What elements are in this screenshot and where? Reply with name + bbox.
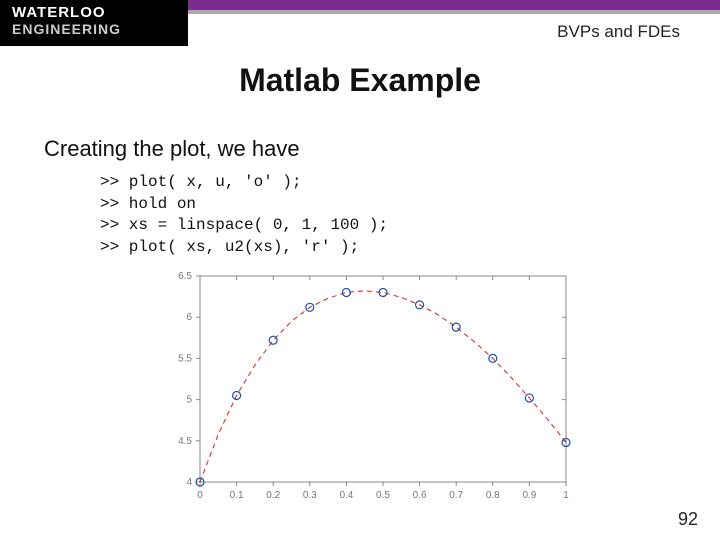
svg-text:4: 4	[186, 477, 192, 488]
svg-text:5.5: 5.5	[178, 353, 192, 364]
chart-svg: 0 0.1 0.2 0.3 0.4 0.5 0.6 0.7 0.8 0.9 1 4 4.5 5 5.5 6 6.…	[158, 268, 578, 508]
code-block: >> plot( x, u, 'o' ); >> hold on >> xs =…	[100, 172, 388, 258]
slide-header: WATERLOO ENGINEERING BVPs and FDEs	[0, 0, 720, 46]
slide-title: Matlab Example	[0, 62, 720, 99]
svg-text:0: 0	[197, 490, 203, 501]
page-number: 92	[678, 509, 698, 530]
svg-text:4.5: 4.5	[178, 436, 192, 447]
svg-text:1: 1	[563, 490, 569, 501]
svg-text:5: 5	[186, 395, 192, 406]
svg-text:0.7: 0.7	[449, 490, 463, 501]
svg-text:0.3: 0.3	[303, 490, 317, 501]
svg-text:0.1: 0.1	[230, 490, 244, 501]
accent-bar-purple	[188, 0, 720, 10]
svg-text:0.2: 0.2	[266, 490, 280, 501]
svg-text:0.6: 0.6	[413, 490, 427, 501]
svg-text:0.5: 0.5	[376, 490, 390, 501]
svg-text:0.4: 0.4	[339, 490, 353, 501]
svg-text:0.9: 0.9	[522, 490, 536, 501]
section-label: BVPs and FDEs	[0, 22, 680, 42]
chart: 0 0.1 0.2 0.3 0.4 0.5 0.6 0.7 0.8 0.9 1 4 4.5 5 5.5 6 6.…	[158, 268, 578, 508]
logo-line1: WATERLOO	[12, 4, 176, 21]
svg-text:6: 6	[186, 312, 192, 323]
svg-text:0.8: 0.8	[486, 490, 500, 501]
body-text: Creating the plot, we have	[44, 136, 300, 162]
accent-bar-grey	[188, 10, 720, 14]
svg-text:6.5: 6.5	[178, 271, 192, 282]
